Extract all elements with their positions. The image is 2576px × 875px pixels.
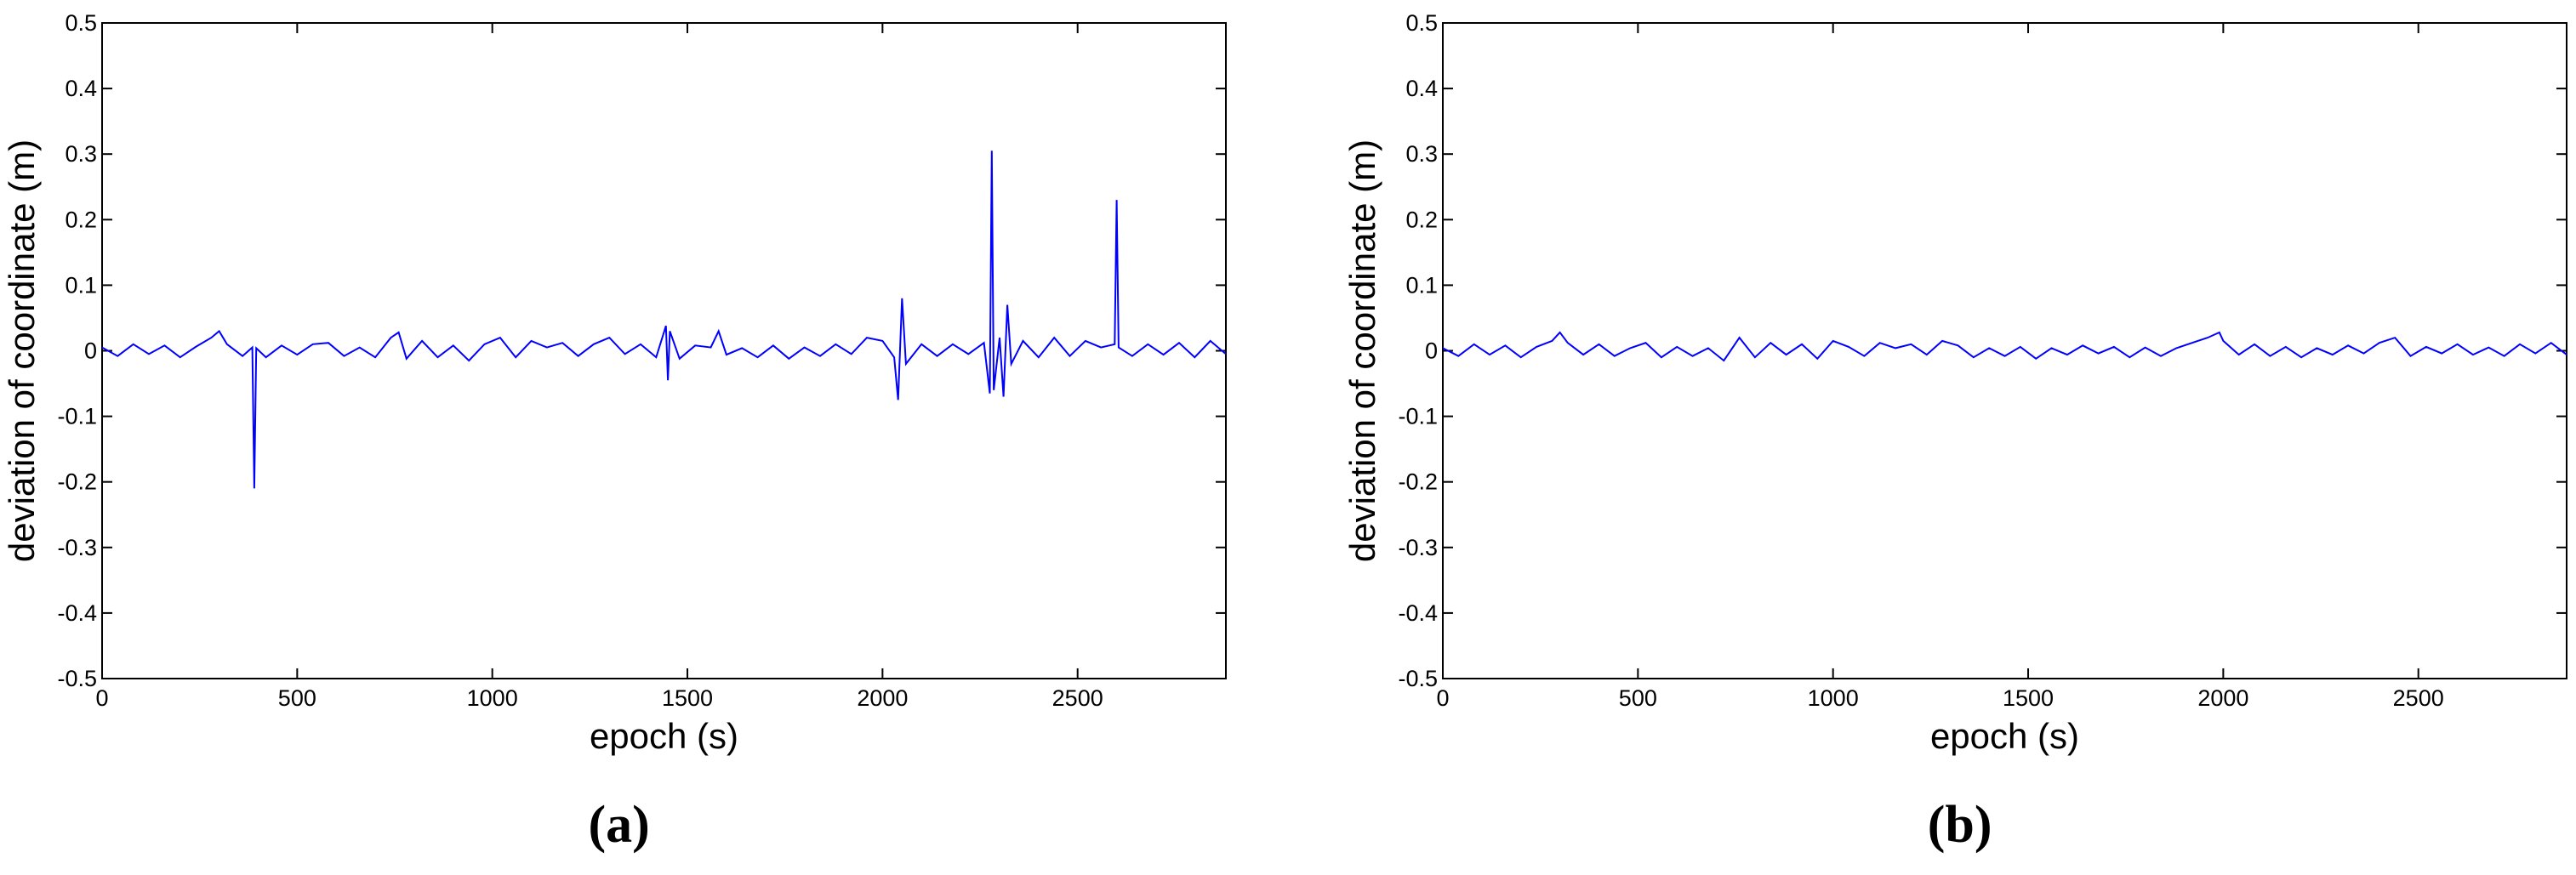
x-axis-label: epoch (s) <box>1930 716 2079 756</box>
y-tick-label: 0.3 <box>65 141 97 167</box>
y-tick-label: -0.5 <box>57 666 97 691</box>
y-tick-label: -0.3 <box>1398 535 1438 560</box>
x-tick-label: 1500 <box>2003 685 2054 711</box>
y-tick-label: -0.4 <box>57 600 97 626</box>
y-tick-label: 0.1 <box>1405 272 1438 298</box>
y-tick-label: -0.2 <box>57 469 97 495</box>
x-tick-label: 2000 <box>2197 685 2248 711</box>
y-tick-label: 0 <box>84 338 97 364</box>
y-tick-label: 0.5 <box>65 10 97 36</box>
y-tick-label: -0.5 <box>1398 666 1438 691</box>
x-tick-label: 2500 <box>1052 685 1103 711</box>
y-tick-label: 0.3 <box>1405 141 1438 167</box>
plot-area <box>1442 22 2567 679</box>
x-tick-label: 2500 <box>2393 685 2444 711</box>
y-tick-label: -0.4 <box>1398 600 1438 626</box>
x-tick-label: 1000 <box>1808 685 1859 711</box>
y-axis-label: deviation of coordinate (m) <box>2 139 42 562</box>
y-tick-label: -0.1 <box>57 404 97 429</box>
x-tick-label: 0 <box>95 685 108 711</box>
y-tick-label: -0.1 <box>1398 404 1438 429</box>
y-tick-label: 0.2 <box>65 207 97 232</box>
data-line <box>101 151 1227 489</box>
y-axis-label: deviation of coordinate (m) <box>1342 139 1382 562</box>
x-tick-label: 2000 <box>857 685 908 711</box>
y-tick-label: 0.1 <box>65 272 97 298</box>
data-line <box>1442 331 2567 362</box>
y-tick-label: 0.4 <box>65 76 97 101</box>
x-tick-label: 1000 <box>467 685 518 711</box>
y-tick-label: -0.2 <box>1398 469 1438 495</box>
x-tick-label: 500 <box>278 685 316 711</box>
y-tick-label: 0.5 <box>1405 10 1438 36</box>
y-tick-label: -0.3 <box>57 535 97 560</box>
x-tick-label: 1500 <box>662 685 713 711</box>
y-tick-label: 0.4 <box>1405 76 1438 101</box>
x-tick-label: 500 <box>1619 685 1657 711</box>
caption: (a) <box>589 796 650 854</box>
x-tick-label: 0 <box>1436 685 1449 711</box>
caption: (b) <box>1928 796 1992 854</box>
x-axis-label: epoch (s) <box>590 716 738 756</box>
y-tick-label: 0.2 <box>1405 207 1438 232</box>
y-tick-label: 0 <box>1425 338 1438 364</box>
plot-area <box>101 22 1227 679</box>
